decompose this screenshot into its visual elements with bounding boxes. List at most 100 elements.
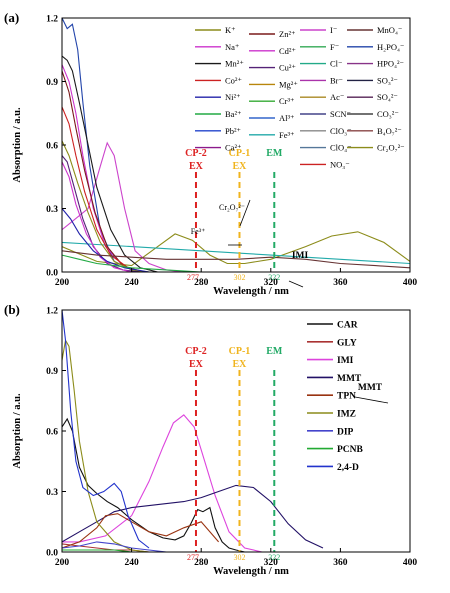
legend-label: Al³⁺ bbox=[279, 113, 295, 123]
legend-label: PCNB bbox=[337, 445, 364, 455]
vline-header: CP-2 bbox=[185, 346, 207, 357]
series-line-IMI bbox=[62, 414, 263, 552]
x-tick-label: 360 bbox=[333, 278, 348, 288]
legend-label: I⁻ bbox=[330, 25, 338, 35]
annotation-label: IMI bbox=[292, 251, 309, 261]
y-tick-label: 0.0 bbox=[46, 549, 58, 559]
legend-label: GLY bbox=[337, 338, 357, 348]
series-line-DIP bbox=[62, 541, 236, 552]
legend-label: Na⁺ bbox=[225, 42, 240, 52]
panel-label: (a) bbox=[4, 10, 19, 25]
x-tick-label: 400 bbox=[403, 558, 418, 568]
annotation-label: Fe³⁺ bbox=[191, 227, 206, 236]
legend-label: NO₃⁻ bbox=[330, 159, 350, 169]
legend-label: ClO₄⁻ bbox=[330, 143, 352, 153]
y-axis-label: Absorption / a.u. bbox=[12, 393, 23, 469]
series-line-Cu²⁺ bbox=[62, 155, 141, 272]
legend-label: 2,4-D bbox=[337, 463, 359, 473]
x-tick-label: 360 bbox=[333, 558, 348, 568]
legend-label: HPO₄²⁻ bbox=[377, 59, 405, 69]
legend-label: MnO₄⁻ bbox=[377, 25, 403, 35]
legend-label: DIP bbox=[337, 427, 354, 437]
x-tick-label: 200 bbox=[55, 558, 70, 568]
series-line-PCNB bbox=[62, 549, 236, 552]
y-tick-label: 0.3 bbox=[46, 488, 58, 498]
legend-label: Cl⁻ bbox=[330, 59, 343, 69]
legend-label: Co²⁺ bbox=[225, 75, 242, 85]
legend-label: CO₃²⁻ bbox=[377, 109, 399, 119]
panel-b: 277 302 322 CP-2 EX CP-1 EX EM 200 240 280 320 360 40… bbox=[4, 251, 417, 577]
annotation-arrow bbox=[354, 396, 389, 404]
vline-header: CP-2 bbox=[185, 148, 207, 159]
legend-label: K⁺ bbox=[225, 25, 236, 35]
series-line-Cr₂O₇²⁻ bbox=[62, 231, 410, 267]
vline-label: 277 bbox=[187, 273, 199, 282]
legend-label: Cd²⁺ bbox=[279, 46, 296, 56]
legend-label: H₂PO₄⁻ bbox=[377, 42, 405, 52]
annotation-arrow bbox=[288, 280, 304, 288]
annotation-arrow bbox=[239, 199, 251, 227]
y-tick-label: 0.9 bbox=[46, 78, 58, 88]
vline-label: 277 bbox=[187, 553, 199, 562]
legend-label: SO₃²⁻ bbox=[377, 75, 398, 85]
legend-label: SCN⁻ bbox=[330, 109, 352, 119]
legend-label: Br⁻ bbox=[330, 75, 344, 85]
y-tick-label: 0.3 bbox=[46, 205, 58, 215]
y-tick-label: 0.0 bbox=[46, 269, 58, 279]
legend-label: IMZ bbox=[337, 410, 356, 420]
x-tick-label: 200 bbox=[55, 278, 70, 288]
legend-label: CAR bbox=[337, 321, 358, 331]
vline-header: CP-1 bbox=[229, 346, 251, 357]
series-line-Na⁺ bbox=[62, 64, 141, 272]
vline-header: EM bbox=[266, 346, 283, 357]
panel-a: 277 302 322 CP-2 EX CP-1 EX EM 200 240 280 320 360 40… bbox=[4, 10, 417, 297]
y-tick-label: 0.6 bbox=[46, 142, 58, 152]
y-tick-label: 1.2 bbox=[46, 307, 58, 317]
x-tick-label: 320 bbox=[264, 278, 279, 288]
legend-label: SO₄²⁻ bbox=[377, 92, 398, 102]
annotation-label: Cr₂O₇²⁻ bbox=[219, 203, 245, 212]
legend-label: Pb²⁺ bbox=[225, 126, 242, 136]
vline-label: 302 bbox=[233, 553, 245, 562]
x-tick-label: 240 bbox=[124, 558, 139, 568]
y-axis-label: Absorption / a.u. bbox=[12, 107, 23, 183]
legend-label: Ba²⁺ bbox=[225, 109, 242, 119]
vline-header: EX bbox=[233, 359, 248, 370]
x-tick-label: 240 bbox=[124, 278, 139, 288]
legend-label: Ca²⁺ bbox=[225, 143, 242, 153]
x-tick-label: 280 bbox=[194, 278, 209, 288]
series-line-Ni²⁺ bbox=[62, 208, 150, 272]
x-tick-label: 400 bbox=[403, 278, 418, 288]
annotation-label: MMT bbox=[358, 383, 383, 393]
series-line-CAR bbox=[62, 417, 254, 552]
legend-label: Cr₂O₇²⁻ bbox=[377, 143, 405, 153]
y-tick-label: 0.9 bbox=[46, 367, 58, 377]
y-tick-label: 1.2 bbox=[46, 15, 58, 25]
legend-label: Ni²⁺ bbox=[225, 92, 241, 102]
panel-label: (b) bbox=[4, 302, 20, 317]
legend-label: ClO₃⁻ bbox=[330, 126, 352, 136]
vline-label: 322 bbox=[268, 553, 280, 562]
legend-label: Cu²⁺ bbox=[279, 63, 296, 73]
vline-header: EX bbox=[189, 161, 204, 172]
legend-label: IMI bbox=[337, 356, 354, 366]
vline-label: 322 bbox=[268, 273, 280, 282]
series-line-MMT bbox=[62, 484, 324, 549]
series-group bbox=[62, 310, 324, 552]
series-line-2,4-D bbox=[62, 310, 150, 549]
vline-label: 302 bbox=[233, 273, 245, 282]
legend-label: F⁻ bbox=[330, 42, 340, 52]
series-line-Co²⁺ bbox=[62, 106, 146, 272]
series-line-Cd²⁺ bbox=[62, 161, 132, 272]
series-line-H₂PO₄⁻ bbox=[62, 18, 150, 272]
legend-label: Mn²⁺ bbox=[225, 59, 244, 69]
legend-label: B₄O₇²⁻ bbox=[377, 126, 402, 136]
legend-label: MMT bbox=[337, 374, 362, 384]
legend-label: Mg²⁺ bbox=[279, 79, 298, 89]
legend-label: Fe³⁺ bbox=[279, 130, 295, 140]
vline-header: EX bbox=[189, 359, 204, 370]
legend-label: Ac⁻ bbox=[330, 92, 345, 102]
vline-header: EM bbox=[266, 148, 283, 159]
legend-label: TPN bbox=[337, 392, 356, 402]
